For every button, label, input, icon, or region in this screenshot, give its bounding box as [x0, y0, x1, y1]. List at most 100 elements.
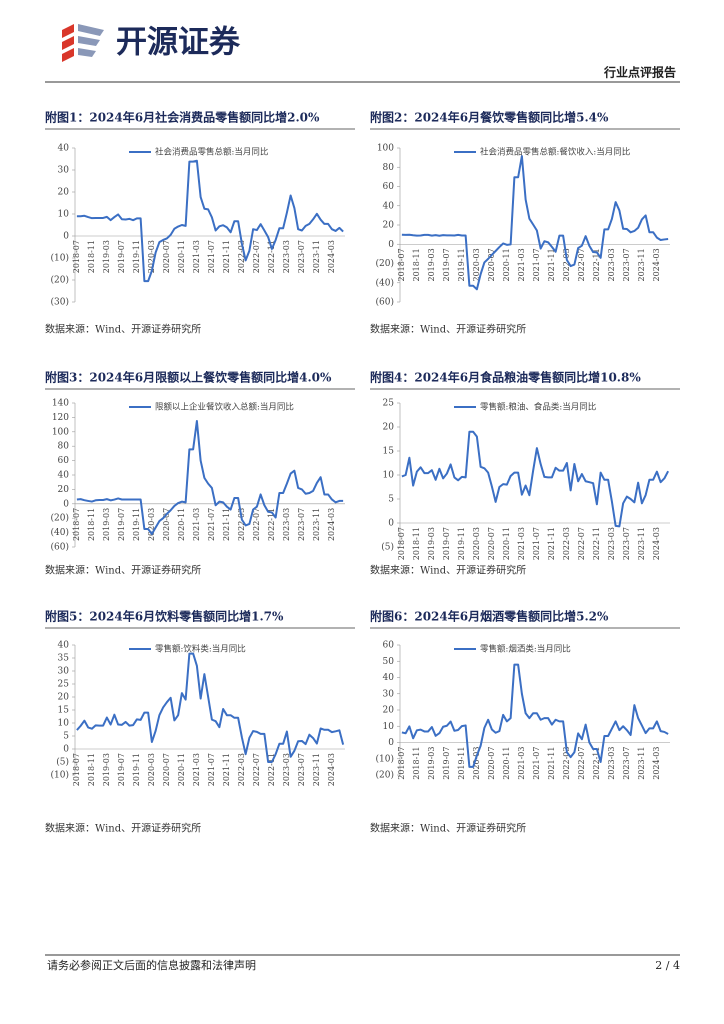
x-tick-label: 2018-07: [72, 240, 81, 273]
x-tick-label: 2018-07: [397, 747, 406, 780]
x-tick-label: 2021-03: [517, 527, 526, 560]
x-tick-label: 2020-03: [472, 248, 481, 281]
x-tick-label: 2023-07: [297, 508, 306, 541]
x-tick-label: 2018-11: [87, 753, 96, 786]
report-type: 行业点评报告: [603, 65, 676, 80]
y-tick-label: 10: [58, 210, 70, 220]
x-tick-label: 2019-03: [427, 747, 436, 780]
x-tick-label: 2023-03: [607, 527, 616, 560]
x-tick-label: 2021-11: [547, 248, 556, 281]
chart-title: 附图3：2024年6月限额以上餐饮零售额同比增4.0%: [45, 370, 332, 385]
chart-title: 附图1：2024年6月社会消费品零售额同比增2.0%: [45, 110, 320, 125]
x-tick-label: 2020-07: [162, 508, 171, 541]
source-note: 数据来源：Wind、开源证券研究所: [45, 822, 201, 835]
x-tick-label: 2022-07: [577, 747, 586, 780]
x-tick-label: 2018-11: [87, 508, 96, 541]
x-tick-label: 2023-11: [637, 248, 646, 281]
y-tick-label: 20: [383, 706, 395, 716]
y-tick-label: 30: [58, 667, 70, 677]
series-line: [401, 155, 669, 291]
x-tick-label: 2021-03: [517, 747, 526, 780]
x-tick-label: 2020-11: [177, 753, 186, 786]
x-tick-label: 2023-03: [607, 248, 616, 281]
x-tick-label: 2019-03: [102, 240, 111, 273]
series-line: [76, 159, 344, 283]
y-tick-label: (40): [51, 527, 69, 538]
x-tick-label: 2021-03: [192, 240, 201, 273]
x-tick-label: 2020-03: [472, 527, 481, 560]
x-tick-label: 2021-03: [517, 248, 526, 281]
x-tick-label: 2022-03: [562, 527, 571, 560]
x-tick-label: 2018-11: [87, 240, 96, 273]
x-tick-label: 2021-11: [222, 753, 231, 786]
y-tick-label: 80: [383, 163, 395, 173]
x-tick-label: 2024-03: [327, 240, 336, 273]
y-tick-label: 80: [58, 442, 70, 452]
y-tick-label: (20): [376, 258, 394, 269]
legend-label: 零售额:粮油、食品类:当月同比: [480, 402, 596, 413]
x-tick-label: 2021-07: [207, 508, 216, 541]
y-tick-label: 30: [383, 689, 395, 699]
y-tick-label: 40: [58, 471, 70, 481]
x-tick-label: 2018-11: [412, 248, 421, 281]
y-tick-label: (5): [56, 757, 69, 768]
y-tick-label: 20: [383, 423, 395, 433]
x-tick-label: 2023-03: [282, 508, 291, 541]
x-tick-label: 2019-11: [132, 753, 141, 786]
y-tick-label: 35: [58, 654, 70, 664]
x-tick-label: 2023-07: [622, 747, 631, 780]
x-tick-label: 2023-11: [312, 508, 321, 541]
y-tick-label: 60: [383, 182, 395, 192]
y-tick-label: 60: [58, 456, 70, 466]
x-tick-label: 2020-11: [502, 248, 511, 281]
y-tick-label: 15: [58, 706, 70, 716]
x-tick-label: 2021-03: [192, 753, 201, 786]
legend-label: 社会消费品零售总额:餐饮收入:当月同比: [480, 147, 630, 158]
y-tick-label: 10: [383, 722, 395, 732]
x-tick-label: 2022-11: [267, 240, 276, 273]
x-tick-label: 2022-11: [592, 747, 601, 780]
y-tick-label: 0: [388, 240, 394, 250]
x-tick-label: 2022-07: [252, 508, 261, 541]
y-tick-label: 40: [383, 201, 395, 211]
y-tick-label: 60: [383, 641, 395, 651]
x-tick-label: 2018-07: [72, 508, 81, 541]
y-tick-label: (10): [51, 253, 69, 264]
y-tick-label: 120: [52, 413, 69, 423]
x-tick-label: 2019-07: [442, 747, 451, 780]
source-note: 数据来源：Wind、开源证券研究所: [370, 564, 526, 577]
x-tick-label: 2021-03: [192, 508, 201, 541]
x-tick-label: 2024-03: [327, 508, 336, 541]
chart-title: 附图5：2024年6月饮料零售额同比增1.7%: [45, 609, 284, 624]
y-tick-label: (10): [376, 753, 394, 764]
y-tick-label: 40: [383, 673, 395, 683]
y-tick-label: 0: [63, 232, 69, 242]
x-tick-label: 2023-11: [312, 753, 321, 786]
y-tick-label: 0: [388, 519, 394, 529]
x-tick-label: 2020-11: [177, 240, 186, 273]
x-tick-label: 2022-11: [267, 753, 276, 786]
chart-title: 附图6：2024年6月烟酒零售额同比增5.2%: [370, 609, 609, 624]
x-tick-label: 2019-07: [117, 240, 126, 273]
x-tick-label: 2019-03: [427, 248, 436, 281]
x-tick-label: 2020-07: [487, 747, 496, 780]
x-tick-label: 2020-03: [472, 747, 481, 780]
source-note: 数据来源：Wind、开源证券研究所: [45, 323, 201, 336]
legend-label: 零售额:饮料类:当月同比: [155, 644, 246, 655]
x-tick-label: 2022-03: [237, 753, 246, 786]
y-tick-label: 5: [388, 495, 394, 505]
x-tick-label: 2019-03: [102, 508, 111, 541]
y-tick-label: 40: [58, 144, 70, 154]
x-tick-label: 2022-07: [577, 248, 586, 281]
y-tick-label: (40): [376, 277, 394, 288]
y-tick-label: 140: [52, 399, 69, 409]
y-tick-label: 25: [58, 680, 70, 690]
y-tick-label: 10: [383, 471, 395, 481]
chart-title: 附图2：2024年6月餐饮零售额同比增5.4%: [370, 110, 609, 125]
x-tick-label: 2023-07: [622, 527, 631, 560]
x-tick-label: 2023-07: [297, 753, 306, 786]
x-tick-label: 2019-11: [457, 248, 466, 281]
x-tick-label: 2018-07: [397, 527, 406, 560]
x-tick-label: 2022-03: [237, 240, 246, 273]
x-tick-label: 2019-07: [442, 527, 451, 560]
